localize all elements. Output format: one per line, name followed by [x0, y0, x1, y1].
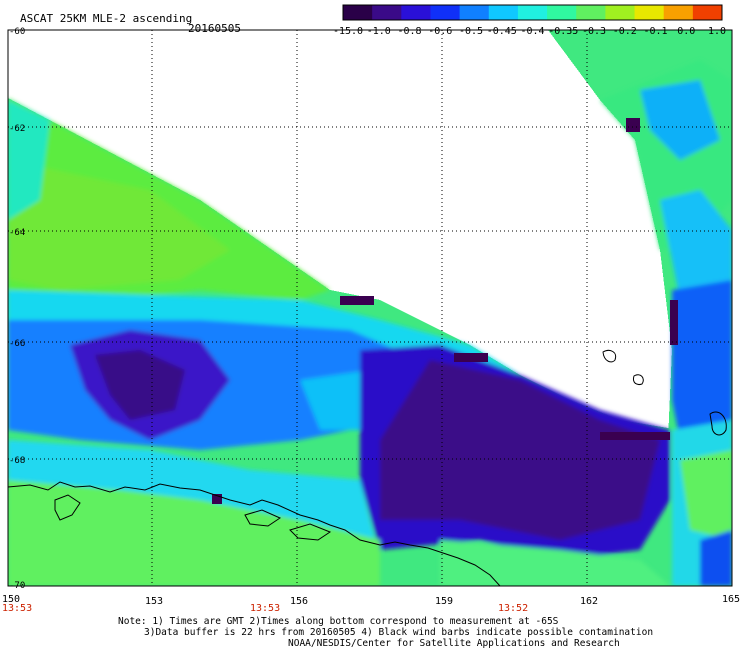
colorbar-swatch — [430, 5, 461, 20]
data-swath — [8, 30, 732, 586]
time-label: 13:52 — [498, 603, 529, 614]
lat-label: -64 — [9, 228, 26, 238]
colorbar-label: 1.0 — [708, 26, 726, 37]
colorbar-swatch — [634, 5, 665, 20]
colorbar-swatch — [663, 5, 694, 20]
footer-note-2: 3)Data buffer is 22 hrs from 20160505 4)… — [144, 627, 654, 638]
gridlines — [8, 30, 732, 586]
map-date: 20160505 — [188, 22, 241, 35]
lat-label: -66 — [9, 339, 26, 349]
lon-label: 159 — [435, 596, 454, 607]
footer-note-3: NOAA/NESDIS/Center for Satellite Applica… — [288, 638, 620, 649]
lon-label: 165 — [722, 594, 740, 605]
lon-label: 150 — [2, 594, 21, 605]
colorbar-label: 0.0 — [677, 26, 695, 37]
lon-label: 153 — [145, 596, 164, 607]
colorbar-swatch — [576, 5, 606, 20]
plot-frame — [7, 29, 733, 587]
time-label: 13:53 — [250, 603, 281, 614]
colorbar-label: -0.35 — [548, 26, 578, 37]
colorbar-swatch — [343, 5, 373, 20]
colorbar-label: -0.6 — [428, 26, 452, 37]
lat-label: -62 — [9, 124, 26, 134]
colorbar-swatch — [488, 5, 519, 20]
colorbar-frame — [342, 4, 723, 21]
lat-label: -70 — [9, 581, 26, 591]
colorbar-swatch — [372, 5, 402, 20]
colorbar-label: -0.4 — [520, 26, 544, 37]
colorbar-label: -0.8 — [397, 26, 421, 37]
map-title: ASCAT 25KM MLE-2 ascending — [20, 12, 193, 25]
lon-label: 162 — [580, 596, 599, 607]
colorbar-label: -0.5 — [459, 26, 483, 37]
footer-note-1: Note: 1) Times are GMT 2)Times along bot… — [118, 616, 559, 627]
lat-label: -60 — [9, 27, 26, 37]
colorbar-label: -0.1 — [643, 26, 667, 37]
colorbar-label: -1.0 — [367, 26, 391, 37]
colorbar-swatch — [401, 5, 431, 20]
time-label: 13:53 — [2, 603, 33, 614]
lat-label: -68 — [9, 456, 26, 466]
colorbar-swatch — [459, 5, 490, 20]
colorbar-label: -0.3 — [582, 26, 606, 37]
colorbar-label: -15.0 — [333, 26, 363, 37]
lon-label: 156 — [290, 596, 309, 607]
colorbar-swatch — [605, 5, 636, 20]
colorbar-swatch — [692, 5, 723, 20]
colorbar: -15.0 -1.0 -0.8 -0.6 -0.5 -0.45 -0.4 -0.35 -0.3-… — [333, 4, 726, 37]
colorbar-label: -0.2 — [613, 26, 637, 37]
colorbar-swatch — [517, 5, 548, 20]
coastline — [8, 349, 727, 586]
colorbar-label: -0.45 — [487, 26, 517, 37]
colorbar-swatch — [547, 5, 577, 20]
